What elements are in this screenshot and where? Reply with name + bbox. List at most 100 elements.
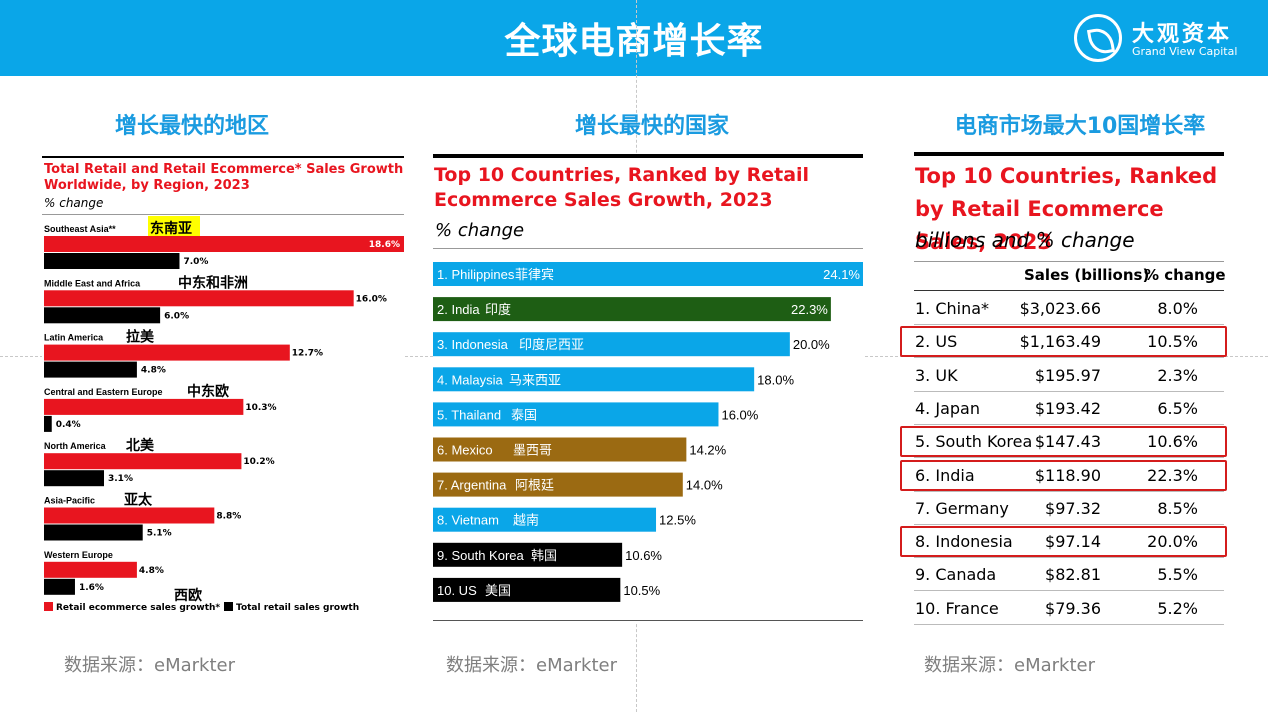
section-title-regions: 增长最快的地区 [114,114,269,139]
table-row: 2. US $1,163.49 10.5% [914,325,1224,359]
source-note: 数据来源：eMarkter [924,655,1095,676]
ecommerce-growth-label: 10.2% [243,457,274,467]
sales-cell: $97.14 [1045,532,1101,552]
country-cn-label: 印度 [485,302,511,318]
sales-cell: $79.36 [1045,598,1101,618]
table-top-rule [914,152,1224,156]
country-label: 9. South Korea [437,548,524,563]
chart-rule [433,248,863,249]
row-highlight-box [900,526,1227,558]
country-label: 10. US [437,583,477,598]
ecommerce-growth-bar [44,398,244,415]
country-cn-label: 越南 [513,513,539,529]
ecommerce-growth-label: 12.7% [292,349,323,359]
country-label: 2. India [437,302,480,317]
chart-bottom-rule [433,620,863,621]
top10-sales-table: Top 10 Countries, Ranked by Retail Ecomm… [900,152,1227,626]
ecommerce-growth-bar [44,453,242,470]
sales-cell: $147.43 [1034,432,1101,452]
legend-label-ecommerce: Retail ecommerce sales growth* [56,603,220,613]
table-row: 3. UK $195.97 2.3% [914,359,1224,392]
table-row: 9. Canada $82.81 5.5% [914,558,1224,592]
table-row: 1. China* $3,023.66 8.0% [914,292,1224,325]
retail-growth-bar [44,524,143,541]
retail-growth-label: 7.0% [183,257,208,267]
country-value-label: 18.0% [757,372,794,387]
page-title: 全球电商增长率 [504,21,764,62]
column-header-change: % change [1144,266,1226,284]
country-label: 6. Mexico [437,443,493,458]
table-row: 5. South Korea $147.43 10.6% [914,425,1224,459]
country-cell: 3. UK [915,365,958,385]
table-row: 6. India $118.90 22.3% [914,459,1224,492]
chart-title: Total Retail and Retail Ecommerce* Sales… [44,162,404,193]
change-cell: 2.3% [1157,365,1198,385]
sales-cell: $97.32 [1045,498,1101,518]
region-label: Central and Eastern Europe [44,387,163,397]
section-title-top10: 电商市场最大10国增长率 [954,114,1206,139]
country-cn-label: 菲律宾 [515,267,554,283]
country-value-label: 14.2% [689,443,726,458]
country-growth-bar [433,262,863,286]
change-cell: 22.3% [1147,465,1198,485]
table-rule [914,261,1224,262]
country-cell: 1. China* [915,299,990,318]
chart-title: Top 10 Countries, Ranked by Retail Ecomm… [434,164,810,211]
country-cn-label: 美国 [485,584,511,599]
legend-label-retail: Total retail sales growth [236,603,359,613]
country-cell: 9. Canada [915,565,997,585]
logo-text-en: Grand View Capital [1132,45,1238,58]
country-value-label: 22.3% [791,302,828,317]
region-cn-label: 北美 [126,437,155,454]
country-growth-bar [433,367,755,392]
country-value-label: 10.5% [623,583,660,598]
sales-cell: $118.90 [1034,465,1101,485]
country-cell: 2. US [915,332,958,352]
country-label: 3. Indonesia [437,337,509,352]
country-cell: 5. South Korea [915,432,1033,452]
ecommerce-growth-label: 8.8% [216,512,241,522]
region-cn-label: 中东和非洲 [178,274,248,291]
retail-growth-label: 0.4% [56,420,81,430]
source-note: 数据来源：eMarkter [64,655,235,676]
region-label: Asia-Pacific [44,496,95,506]
change-cell: 10.6% [1147,432,1198,452]
change-cell: 5.5% [1157,565,1198,585]
logo-mark-icon [1074,14,1122,62]
region-cn-label: 拉美 [126,329,155,346]
country-growth-bar [433,542,623,567]
change-cell: 5.2% [1157,598,1198,618]
country-growth-bar [433,437,687,462]
country-label: 8. Vietnam [437,513,499,528]
country-growth-bar [433,472,683,497]
row-highlight-box [900,326,1227,358]
ecommerce-growth-label: 16.0% [356,294,387,304]
country-cn-label: 阿根廷 [515,479,554,494]
region-cn-highlight [148,216,200,236]
region-bars-svg: Southeast Asia** 东南亚 18.6% 7.0% Middle East … [44,216,404,613]
retail-growth-label: 1.6% [79,583,104,593]
logo: 大观资本 Grand View Capital [1074,14,1254,64]
retail-growth-bar [44,307,161,324]
change-cell: 20.0% [1147,532,1198,552]
region-label: Middle East and Africa [44,278,141,288]
region-label: Southeast Asia** [44,224,116,234]
sales-cell: $3,023.66 [1019,299,1101,318]
country-cell: 10. France [915,598,999,618]
country-value-label: 24.1% [823,267,860,282]
country-cn-label: 墨西哥 [513,444,552,459]
country-value-label: 10.6% [625,548,662,563]
ecommerce-growth-bar [44,290,354,307]
country-label: 7. Argentina [437,478,507,493]
country-cn-label: 马来西亚 [509,373,561,388]
sales-cell: $82.81 [1045,565,1101,585]
ecommerce-growth-label: 4.8% [139,566,164,576]
region-cn-label: 东南亚 [150,220,192,237]
country-cell: 4. Japan [915,398,980,418]
country-cell: 6. India [915,465,975,485]
region-label: Latin America [44,333,104,343]
sales-cell: $195.97 [1034,365,1101,385]
change-cell: 8.0% [1157,299,1198,318]
ecommerce-growth-bar [44,344,290,361]
retail-growth-label: 4.8% [141,366,166,376]
